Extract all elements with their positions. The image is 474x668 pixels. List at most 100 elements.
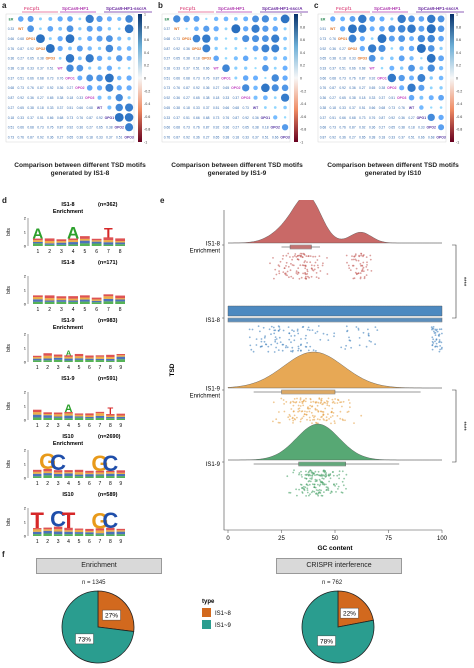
corr-circle	[273, 66, 277, 70]
corr-circle	[254, 67, 257, 70]
rain-point	[302, 487, 305, 490]
colorbar-tick: 1	[300, 13, 302, 17]
logo-stack	[95, 360, 105, 362]
rain-point	[322, 477, 325, 480]
corr-circle	[438, 114, 444, 121]
rain-point	[365, 256, 368, 258]
rain-point	[314, 415, 316, 418]
rain-point	[296, 397, 298, 400]
rain-point	[362, 270, 365, 273]
logo-ytick: 0	[24, 534, 27, 539]
rain-point	[354, 271, 357, 274]
corr-circle	[253, 95, 258, 100]
rain-point	[295, 255, 298, 258]
logo-xtick: 1	[36, 481, 39, 487]
corr-value: 0.33	[77, 96, 84, 100]
rain-point	[320, 416, 322, 418]
corr-colorbar	[450, 14, 454, 142]
colorbar-tick: -0.4	[144, 102, 150, 106]
rain-point	[351, 258, 353, 261]
rain-point	[319, 418, 321, 421]
logo-stack	[64, 531, 73, 535]
corr-circle	[202, 44, 211, 53]
corr-circle	[419, 95, 424, 100]
rain-point	[334, 398, 336, 400]
rain-point	[342, 400, 345, 403]
rain-point	[305, 275, 307, 278]
logo-xtick: 8	[109, 481, 112, 487]
rain-box	[281, 389, 336, 395]
rain-density	[228, 200, 442, 244]
corr-diag-label: ER	[9, 17, 14, 21]
rain-point	[291, 258, 293, 261]
rain-point	[333, 335, 335, 338]
logo-stack	[74, 472, 84, 475]
rain-point	[297, 271, 300, 274]
logo-stack	[53, 476, 63, 478]
logo-stack	[43, 471, 52, 474]
logo-stack	[64, 360, 73, 362]
corr-value: 0.66	[349, 67, 356, 71]
corr-circle	[379, 16, 385, 22]
corr-circle	[213, 16, 219, 22]
legend-label: IS1~9	[215, 623, 232, 629]
corr-circle	[96, 55, 103, 62]
corr-circle	[429, 86, 433, 90]
corr-value: 0.36	[349, 86, 356, 90]
corr-value: 0.92	[242, 116, 249, 120]
rain-point	[316, 330, 319, 333]
rain-point	[307, 484, 309, 487]
logo-stack	[106, 414, 115, 416]
corr-value: 0.92	[174, 47, 181, 51]
rain-point	[291, 264, 294, 266]
corr-circle	[427, 64, 435, 72]
rain-point	[345, 254, 348, 257]
logo-letter: T	[30, 508, 44, 533]
logo-xtick: 4	[67, 539, 70, 545]
corr-colorbar	[138, 14, 142, 142]
corr-value: 0.76	[193, 126, 200, 130]
rain-point	[314, 474, 316, 477]
rain-point	[305, 477, 308, 480]
rain-point	[440, 348, 443, 350]
logo-stack	[116, 476, 125, 478]
logo-stack	[64, 412, 73, 414]
logo-stack	[43, 529, 52, 531]
corr-value: 0.27	[86, 126, 93, 130]
rain-point	[313, 268, 316, 271]
corr-group-label: SpCas9-HF1	[374, 6, 401, 11]
corr-value: 0.65	[359, 135, 366, 139]
rain-box	[227, 317, 443, 323]
logo-xtick: 7	[98, 539, 101, 545]
logo-ylabel: bits	[6, 460, 12, 468]
logo-stack	[91, 297, 102, 300]
logo-xtick: 8	[109, 539, 112, 545]
rain-density	[227, 305, 443, 317]
corr-circle	[78, 27, 82, 31]
logo-xtick: 5	[78, 365, 81, 371]
colorbar-tick: 0.8	[144, 25, 149, 29]
corr-diag-label: WT	[174, 27, 180, 31]
rain-point	[338, 473, 341, 476]
corr-circle	[107, 105, 112, 110]
pie-header-crispr: CRISPR interference	[276, 558, 402, 574]
logo-stack	[103, 296, 114, 299]
corr-value: 0.76	[369, 116, 376, 120]
rain-point	[282, 254, 285, 257]
rain-point	[285, 265, 287, 267]
corr-diag-label: OPO1	[417, 116, 427, 120]
corr-value: 0.68	[203, 116, 210, 120]
rain-point	[319, 270, 322, 272]
corr-value: 0.38	[330, 57, 337, 61]
logo-stack	[53, 529, 63, 532]
corr-diag-label: OPO2	[348, 47, 358, 51]
rain-point	[362, 261, 365, 264]
rain-point	[322, 474, 324, 476]
corr-value: 0.36	[8, 57, 15, 61]
rain-point	[362, 266, 365, 269]
logo-stack	[68, 301, 78, 304]
logo-stack	[43, 413, 52, 416]
corr-circle	[67, 16, 73, 22]
corr-value: 0.68	[359, 67, 366, 71]
corr-value: 0.38	[57, 96, 64, 100]
